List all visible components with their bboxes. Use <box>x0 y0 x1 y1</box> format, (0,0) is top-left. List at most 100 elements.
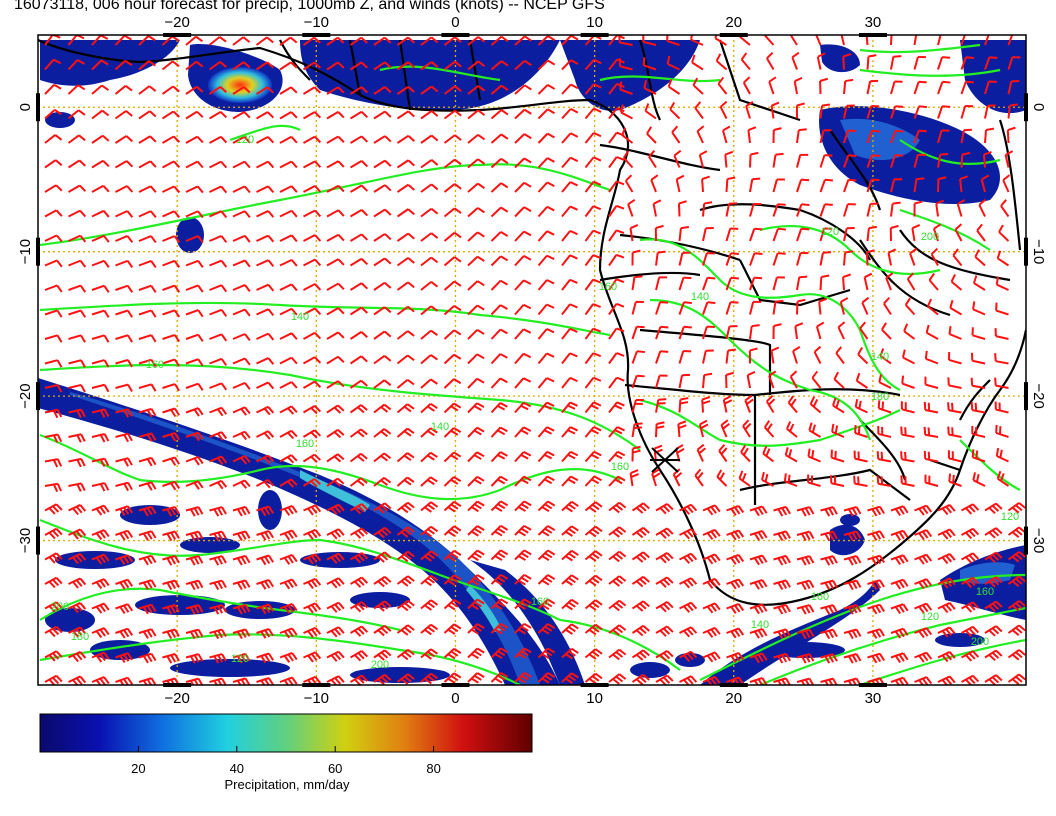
wind-barb <box>443 353 462 365</box>
wind-barb <box>91 359 110 368</box>
wind-barb <box>326 528 345 540</box>
wind-barb <box>537 549 556 562</box>
wind-barb <box>561 83 579 95</box>
wind-barb <box>890 554 909 566</box>
wind-barb <box>420 110 439 120</box>
wind-barb <box>749 300 762 315</box>
wind-barb <box>91 309 110 318</box>
wind-barb <box>44 650 63 662</box>
wind-barb <box>678 397 689 413</box>
wind-barb <box>326 404 345 414</box>
wind-barb <box>748 347 758 364</box>
wind-barb <box>994 328 1009 340</box>
wind-barb <box>44 234 63 243</box>
wind-barb <box>373 61 392 71</box>
wind-barb <box>373 379 392 389</box>
wind-barb <box>669 101 681 120</box>
wind-barb <box>537 525 556 537</box>
wind-barb <box>678 350 692 364</box>
wind-barb <box>209 530 227 542</box>
wind-barb <box>490 60 509 71</box>
wind-barb <box>745 101 754 119</box>
wind-barb <box>396 36 415 46</box>
wind-barb <box>561 278 578 291</box>
wind-barb <box>584 352 602 365</box>
wind-barb <box>138 579 157 590</box>
wind-barb <box>91 433 110 443</box>
station-marker <box>650 447 680 473</box>
wind-barb <box>514 303 532 316</box>
wind-barb <box>820 555 838 566</box>
wind-barb <box>928 273 939 291</box>
wind-barb <box>561 623 579 635</box>
wind-barb <box>867 579 885 590</box>
wind-barb <box>256 430 275 440</box>
wind-barb <box>584 303 601 316</box>
lon-tick-label-bottom: 0 <box>451 690 459 707</box>
wind-barb <box>673 149 682 168</box>
wind-barb <box>443 280 462 291</box>
wind-barb <box>443 378 462 389</box>
wind-barb <box>326 577 345 589</box>
lon-tick-label-bottom: −10 <box>304 690 329 707</box>
wind-barb <box>514 401 532 414</box>
wind-barb <box>923 426 939 438</box>
wind-barb <box>209 677 227 685</box>
wind-barb <box>443 329 462 340</box>
wind-barb <box>396 330 415 340</box>
wind-barb <box>514 108 532 120</box>
wind-barb <box>561 156 579 169</box>
wind-barb <box>608 107 625 120</box>
wind-barb <box>232 135 251 144</box>
wind-barb <box>138 677 157 685</box>
wind-barb <box>537 450 555 463</box>
wind-barb <box>881 322 892 340</box>
wind-barb <box>467 353 485 365</box>
wind-barb <box>622 150 634 169</box>
wind-barb <box>913 80 927 95</box>
wind-barb <box>749 652 768 664</box>
wind-barb <box>490 35 509 46</box>
wind-barb <box>906 272 916 291</box>
wind-barb <box>420 451 438 463</box>
wind-barb <box>744 394 754 413</box>
wind-barb <box>925 324 939 340</box>
wind-barb <box>561 327 578 340</box>
wind-barb <box>91 408 110 418</box>
wind-barb <box>947 450 962 463</box>
wind-barb <box>420 36 439 46</box>
wind-barb <box>420 501 439 513</box>
wind-barb <box>866 178 880 193</box>
wind-barb <box>91 159 110 169</box>
wind-barb <box>621 127 634 144</box>
wind-barb <box>655 552 674 564</box>
wind-barb <box>208 86 227 95</box>
wind-barb <box>914 578 933 590</box>
contour-label: 200 <box>51 601 69 613</box>
wind-barb <box>185 382 204 391</box>
wind-barb <box>702 602 721 614</box>
wind-barb <box>232 652 251 664</box>
contour-label: 140 <box>291 311 309 323</box>
wind-barb <box>584 525 603 538</box>
wind-barb <box>890 201 901 217</box>
wind-barb <box>326 552 345 564</box>
wind-barb <box>467 574 485 586</box>
wind-barb <box>115 284 134 293</box>
wind-barb <box>467 426 485 438</box>
wind-barb <box>44 433 63 443</box>
colorbar-ticks: 20 40 60 80 <box>131 746 441 776</box>
wind-barb <box>185 333 204 342</box>
wind-barb <box>768 370 777 389</box>
wind-barb <box>467 598 485 611</box>
wind-barb <box>185 85 204 95</box>
wind-barb <box>970 377 986 389</box>
lat-tick-label-right: 0 <box>1030 103 1047 111</box>
wind-barb <box>44 334 63 343</box>
wind-barb <box>467 377 485 389</box>
wind-barb <box>961 503 980 515</box>
wind-barb <box>867 554 885 566</box>
wind-barb <box>467 475 485 487</box>
wind-barb <box>584 58 602 71</box>
wind-barb <box>766 51 775 71</box>
